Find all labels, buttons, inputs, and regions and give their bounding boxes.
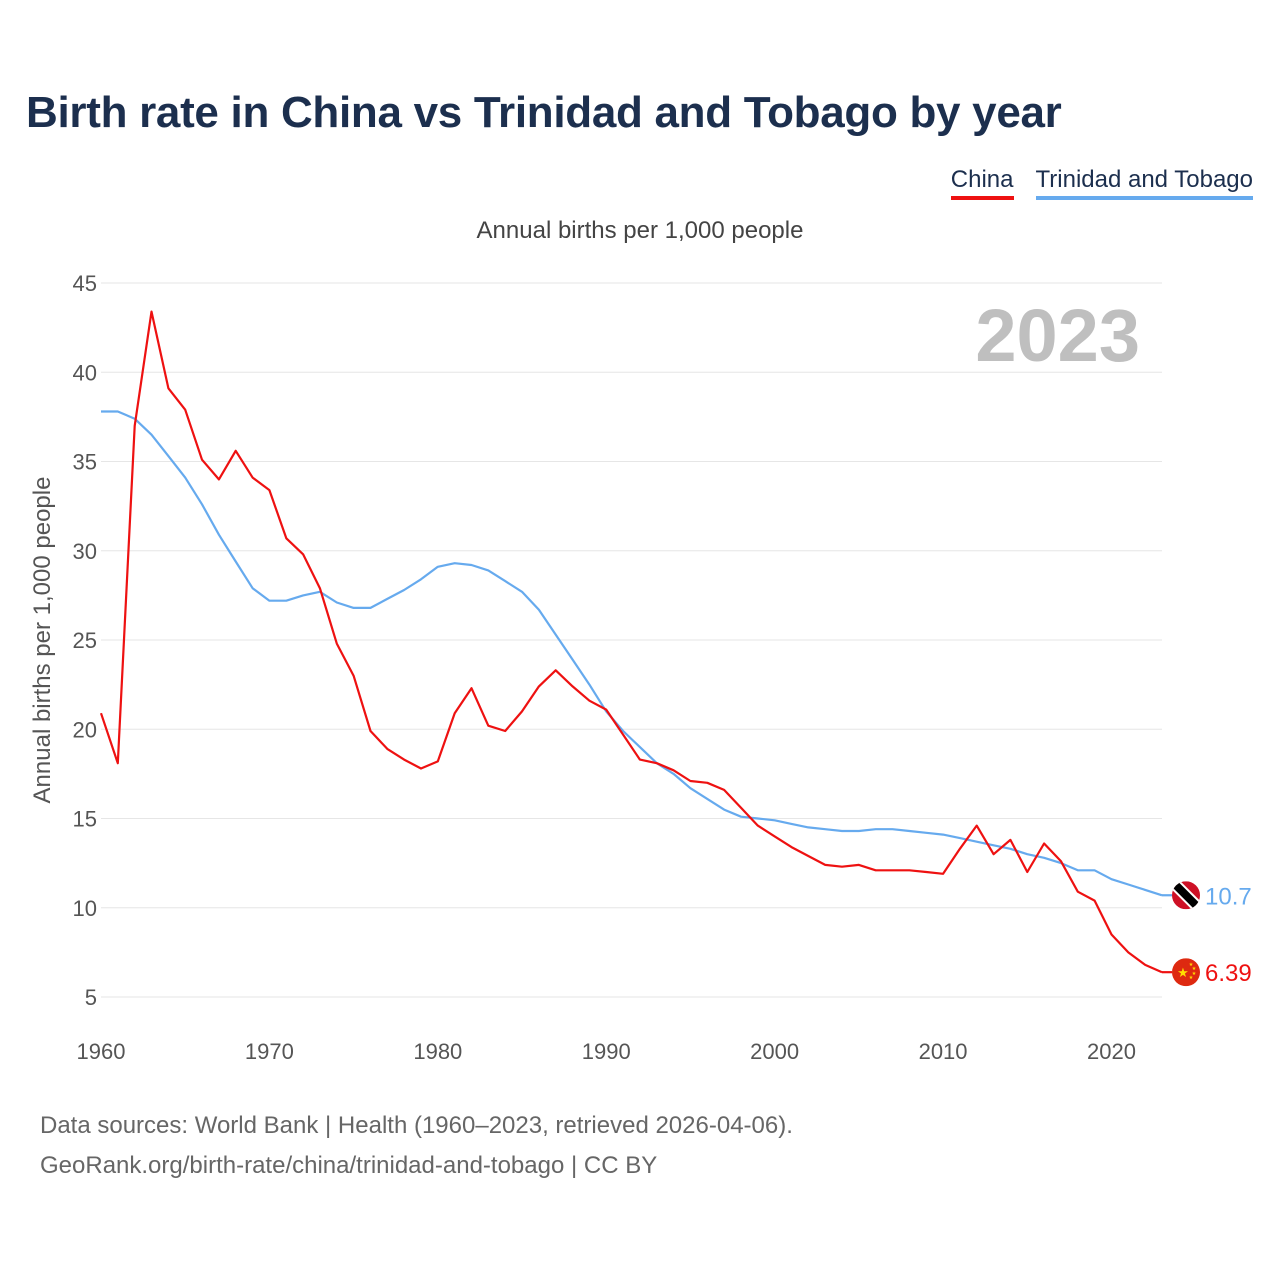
y-tick-label: 15 xyxy=(73,807,97,832)
end-value-label-trinidad-and-tobago: 10.7 xyxy=(1205,883,1252,910)
grid-lines xyxy=(101,282,1162,998)
y-tick-label: 35 xyxy=(73,450,97,475)
svg-text:★: ★ xyxy=(1189,962,1194,968)
trinidad-and-tobago-flag-icon xyxy=(1172,881,1200,910)
x-tick-label: 2020 xyxy=(1087,1039,1136,1064)
source-link[interactable]: GeoRank.org/birth-rate/china/trinidad-an… xyxy=(40,1152,658,1179)
y-tick-label: 45 xyxy=(73,271,97,296)
svg-text:★: ★ xyxy=(1192,966,1197,972)
y-tick-label: 10 xyxy=(73,896,97,921)
year-label: 2023 xyxy=(975,294,1140,377)
series-line-trinidad-and-tobago[interactable] xyxy=(101,410,1163,897)
x-tick-label: 1980 xyxy=(413,1039,462,1064)
source-line: Data sources: World Bank | Health (1960–… xyxy=(40,1112,793,1139)
data-source: Data sources: World Bank | Health (1960–… xyxy=(40,1106,793,1186)
chart-title: Birth rate in China vs Trinidad and Toba… xyxy=(26,88,1062,137)
x-tick-label: 1960 xyxy=(77,1039,126,1064)
y-tick-label: 30 xyxy=(73,539,97,564)
svg-text:★: ★ xyxy=(1189,975,1194,981)
series-layer: 10.7★ ★★★★ 6.39 xyxy=(99,310,1252,987)
x-tick-label: 2000 xyxy=(750,1039,799,1064)
y-axis-ticks: 5 10 15 20 25 30 35 40 45 xyxy=(73,271,97,1010)
svg-text:★: ★ xyxy=(1192,971,1197,977)
y-tick-label: 25 xyxy=(73,628,97,653)
y-tick-label: 40 xyxy=(73,360,97,385)
x-tick-label: 1990 xyxy=(582,1039,631,1064)
x-tick-label: 2010 xyxy=(919,1039,968,1064)
x-tick-label: 1970 xyxy=(245,1039,294,1064)
svg-text:★: ★ xyxy=(1177,965,1189,980)
legend-item-trinidad-and-tobago[interactable]: Trinidad and Tobago xyxy=(1035,166,1253,200)
china-flag-icon: ★ ★★★★ xyxy=(1172,958,1200,987)
end-value-label-china: 6.39 xyxy=(1205,960,1252,987)
x-axis-ticks: 1960 1970 1980 1990 2000 2010 2020 xyxy=(77,1039,1136,1064)
legend: China Trinidad and Tobago xyxy=(950,166,1253,200)
series-line-china[interactable] xyxy=(99,310,1163,974)
y-tick-label: 5 xyxy=(85,985,97,1010)
legend-item-china[interactable]: China xyxy=(950,166,1014,200)
chart-subtitle: Annual births per 1,000 people xyxy=(476,217,804,244)
line-chart: 5 10 15 20 25 30 35 40 45 1960 1970 1980 1990 2000 20… xyxy=(29,271,1252,1064)
y-axis-title: Annual births per 1,000 people xyxy=(29,477,56,804)
y-tick-label: 20 xyxy=(73,717,97,742)
